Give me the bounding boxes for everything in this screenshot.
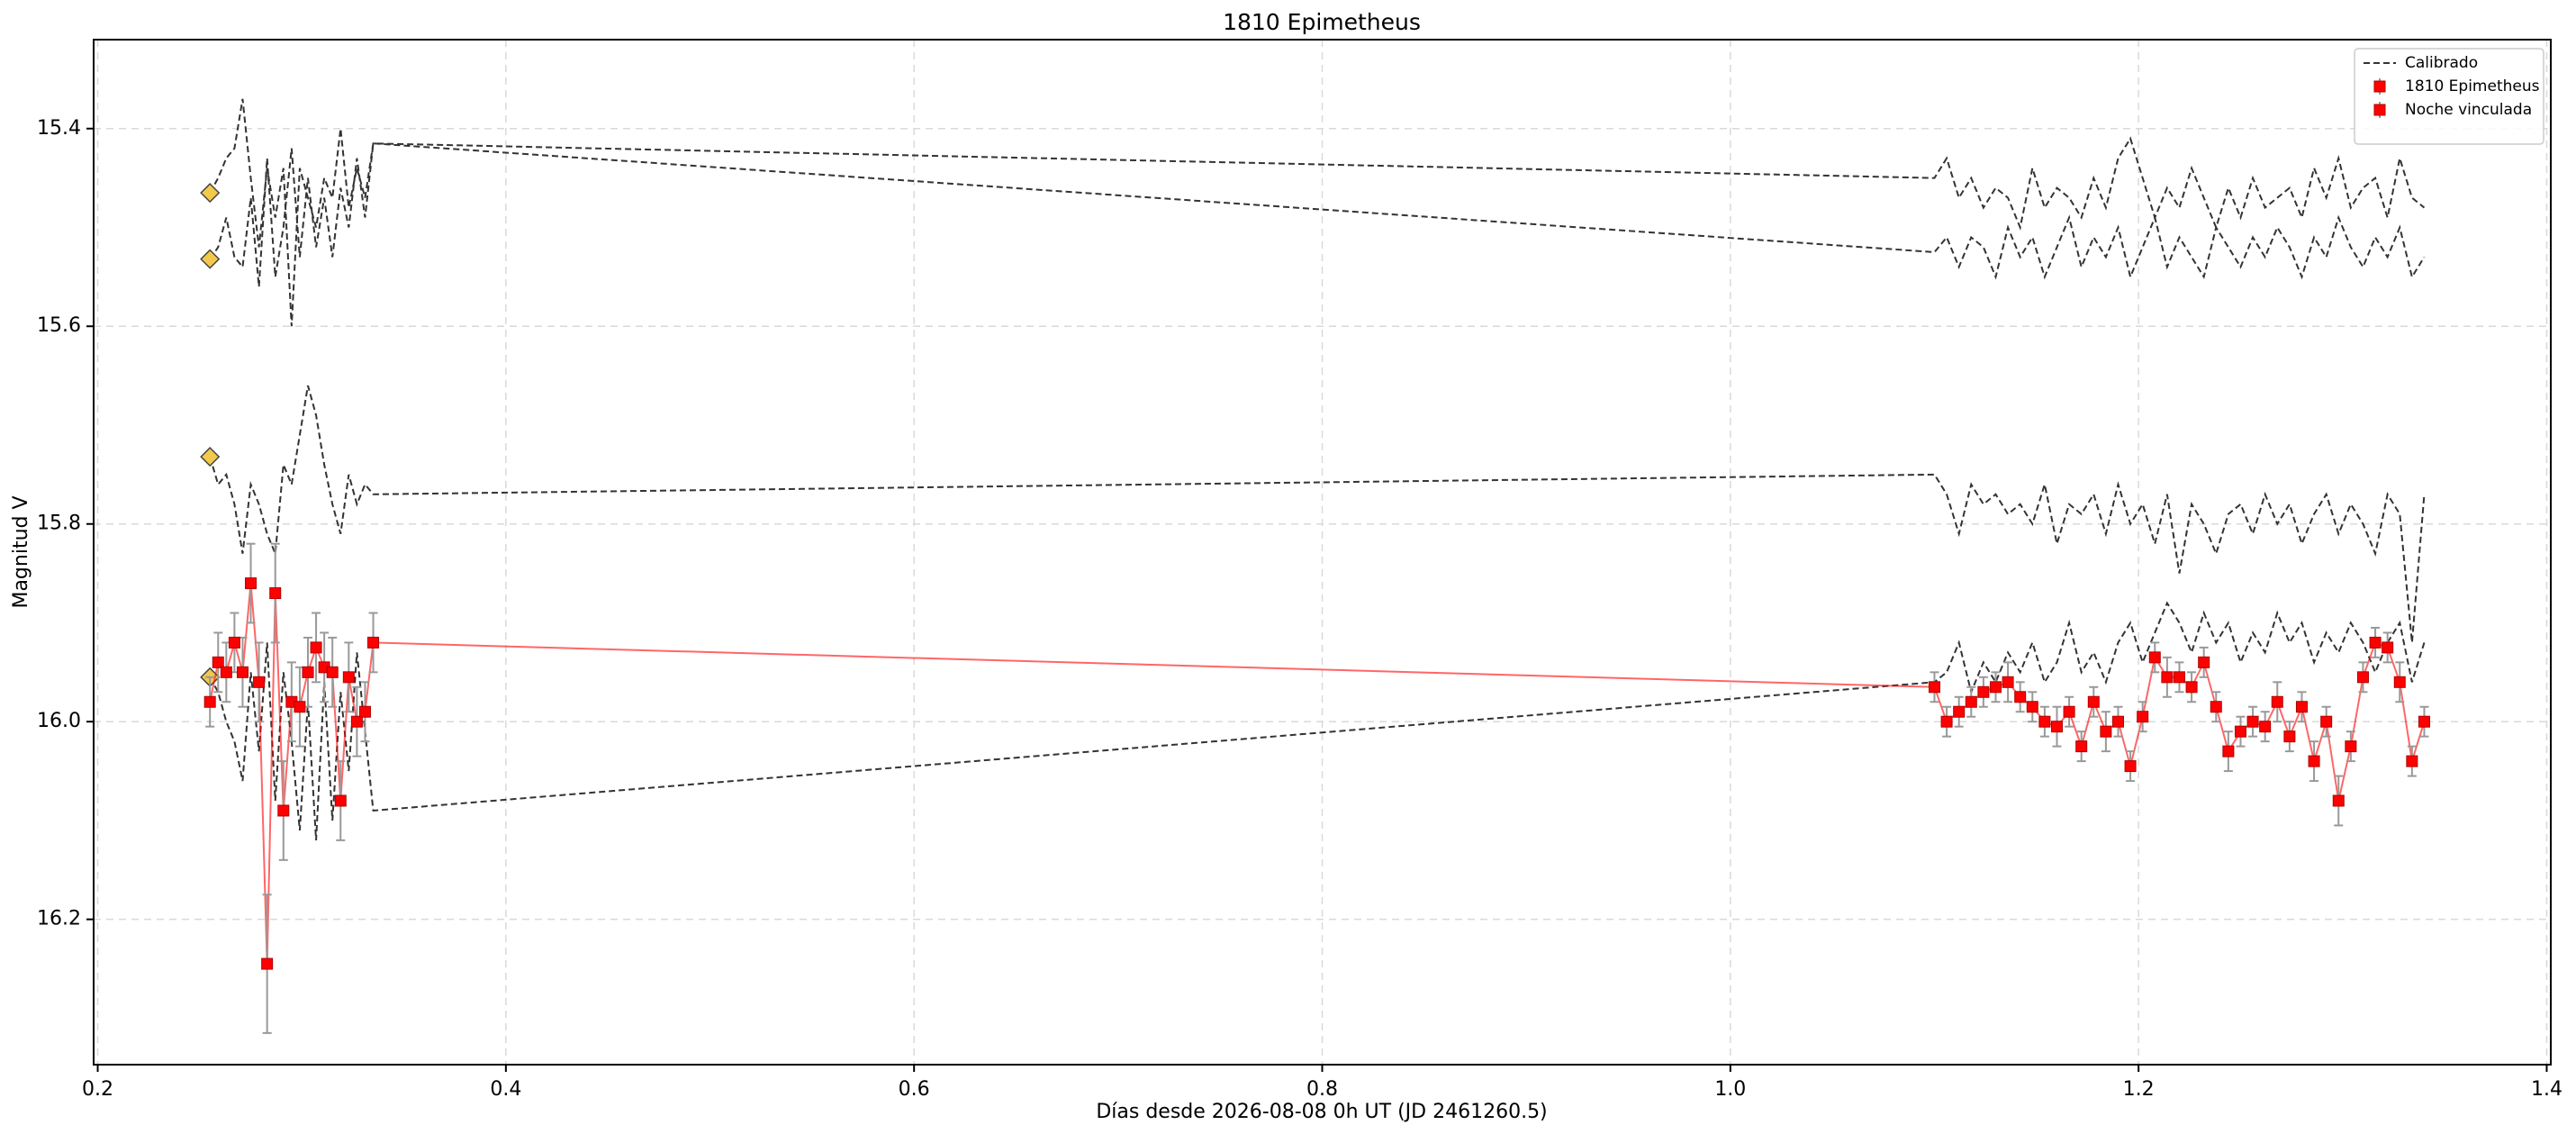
x-tick-label: 0.4 xyxy=(490,1078,521,1101)
legend-label: Calibrado xyxy=(2405,54,2478,72)
data-point xyxy=(326,666,339,678)
data-point xyxy=(2075,740,2088,753)
data-point xyxy=(2246,715,2259,728)
x-tick-label: 1.4 xyxy=(2531,1078,2562,1101)
data-point xyxy=(2161,671,2174,684)
data-point xyxy=(350,715,363,728)
data-point xyxy=(2345,740,2357,753)
data-point xyxy=(310,641,322,654)
calibrated-line xyxy=(209,385,2426,643)
data-point xyxy=(253,676,266,688)
calibrated-line xyxy=(209,98,2426,327)
reference-marker xyxy=(200,249,221,269)
data-point xyxy=(2356,671,2369,684)
data-point xyxy=(2308,755,2320,767)
data-point xyxy=(2259,721,2272,733)
data-point xyxy=(2087,695,2100,708)
legend-box xyxy=(2354,48,2544,145)
calibrated-line xyxy=(209,601,2426,840)
legend-label: 1810 Epimetheus xyxy=(2405,77,2540,95)
x-axis-label: Días desde 2026-08-08 0h UT (JD 2461260.… xyxy=(1096,1101,1547,1123)
data-point xyxy=(2185,681,2198,694)
data-point xyxy=(245,577,258,590)
data-point xyxy=(2369,636,2382,649)
data-point xyxy=(1928,681,1940,694)
chart-title: 1810 Epimetheus xyxy=(1223,9,1421,35)
data-point xyxy=(2100,725,2112,738)
data-point xyxy=(2111,715,2124,728)
legend: Calibrado 1810 Epimetheus Noche vinculada xyxy=(2354,48,2544,145)
data-point xyxy=(367,636,380,649)
data-point xyxy=(2124,760,2137,773)
data-point xyxy=(2014,691,2027,703)
data-point xyxy=(358,705,371,718)
data-point xyxy=(269,587,282,600)
data-point xyxy=(302,666,314,678)
data-point xyxy=(277,804,290,817)
data-point xyxy=(1989,681,2002,694)
data-point xyxy=(2222,745,2235,758)
data-point xyxy=(2234,725,2246,738)
data-point xyxy=(1940,715,1953,728)
data-point xyxy=(2063,705,2075,718)
data-point xyxy=(2050,721,2063,733)
series-connector xyxy=(373,641,1935,688)
data-point xyxy=(203,695,216,708)
x-tick-label: 1.0 xyxy=(1714,1078,1746,1101)
legend-swatch xyxy=(2373,104,2386,116)
data-point xyxy=(1977,685,1990,698)
y-tick-label: 16.0 xyxy=(37,710,81,732)
reference-marker xyxy=(200,447,221,467)
data-point xyxy=(2038,715,2051,728)
data-point xyxy=(220,666,232,678)
data-point xyxy=(2332,794,2345,807)
data-point xyxy=(228,636,240,649)
x-tick-label: 0.2 xyxy=(82,1078,113,1101)
data-point xyxy=(1953,705,1966,718)
data-point xyxy=(2295,701,2308,713)
y-tick-label: 15.4 xyxy=(37,117,81,140)
data-point xyxy=(2418,715,2430,728)
legend-label: Noche vinculada xyxy=(2405,101,2532,119)
data-point xyxy=(2210,701,2222,713)
y-tick-label: 15.8 xyxy=(37,513,81,535)
reference-marker xyxy=(200,183,221,204)
data-point xyxy=(2382,641,2394,654)
x-tick-label: 1.2 xyxy=(2123,1078,2155,1101)
x-tick-label: 0.8 xyxy=(1306,1078,1338,1101)
data-point xyxy=(2026,701,2038,713)
data-point xyxy=(261,957,274,970)
data-point xyxy=(334,794,347,807)
plot-area xyxy=(94,40,2551,1065)
data-point xyxy=(2320,715,2333,728)
data-point xyxy=(2271,695,2283,708)
data-point xyxy=(2002,676,2014,688)
data-point xyxy=(2148,651,2161,664)
data-point xyxy=(212,656,224,668)
legend-swatch xyxy=(2373,80,2386,93)
data-point xyxy=(2283,730,2296,743)
y-tick-label: 16.2 xyxy=(37,908,81,930)
data-point xyxy=(342,671,355,684)
data-point xyxy=(1965,695,1977,708)
x-tick-label: 0.6 xyxy=(899,1078,930,1101)
data-point xyxy=(2393,676,2406,688)
data-point xyxy=(2137,711,2149,723)
data-point xyxy=(294,701,306,713)
data-point xyxy=(2198,656,2210,668)
y-axis-label: Magnitud V xyxy=(10,495,32,608)
data-point xyxy=(2406,755,2418,767)
data-point xyxy=(236,666,249,678)
data-point xyxy=(2173,671,2185,684)
y-tick-label: 15.6 xyxy=(37,314,81,337)
